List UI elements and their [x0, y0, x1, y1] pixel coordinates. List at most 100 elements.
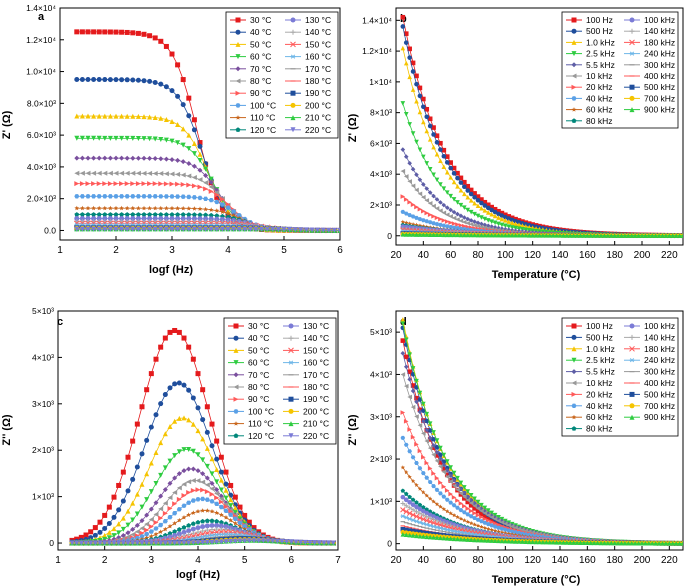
- data-point: [208, 188, 214, 194]
- data-point: [102, 205, 108, 211]
- data-point: [407, 160, 412, 166]
- legend-label: 20 kHz: [586, 82, 612, 92]
- data-point: [475, 194, 481, 199]
- data-point: [270, 226, 276, 232]
- data-point: [107, 170, 113, 176]
- data-point: [191, 174, 197, 180]
- data-point: [141, 155, 147, 161]
- data-point: [298, 539, 304, 545]
- data-point: [204, 482, 210, 488]
- data-point: [424, 507, 429, 512]
- data-point: [214, 213, 220, 218]
- data-point: [176, 380, 182, 386]
- data-point: [451, 503, 457, 508]
- data-point: [444, 205, 450, 210]
- data-point: [260, 538, 266, 544]
- data-point: [468, 191, 474, 197]
- y-tick-label: 4×10³: [32, 352, 54, 362]
- legend-marker: [235, 115, 241, 120]
- data-point: [574, 233, 580, 238]
- x-tick-label: 80: [472, 555, 484, 566]
- data-point: [102, 526, 108, 532]
- data-point: [410, 202, 416, 208]
- data-point: [468, 514, 474, 519]
- data-point: [438, 480, 443, 485]
- data-point: [106, 535, 112, 541]
- data-point: [167, 329, 173, 335]
- data-point: [169, 157, 175, 163]
- data-point: [407, 179, 412, 184]
- data-point: [158, 344, 164, 350]
- legend-marker: [629, 84, 635, 90]
- data-point: [407, 505, 412, 511]
- data-point: [119, 135, 125, 141]
- panel-b: b Temperature (°C) Z' (Ω) 20406080100120…: [347, 7, 684, 281]
- data-point: [181, 533, 187, 539]
- data-point: [85, 155, 91, 161]
- data-point: [209, 480, 215, 486]
- data-point: [186, 528, 192, 534]
- legend-label: 170 °C: [303, 370, 329, 380]
- data-point: [195, 529, 201, 535]
- data-point: [79, 181, 85, 187]
- data-point: [492, 524, 498, 529]
- legend-marker: [233, 335, 239, 341]
- data-point: [444, 488, 450, 493]
- data-point: [403, 40, 409, 45]
- data-point: [417, 466, 423, 471]
- series-group: [69, 327, 337, 546]
- data-point: [444, 472, 450, 478]
- data-point: [96, 113, 102, 119]
- data-point: [585, 233, 590, 238]
- data-point: [124, 155, 130, 161]
- legend-label: 80 kHz: [586, 116, 612, 126]
- data-point: [111, 526, 117, 532]
- data-point: [144, 532, 150, 537]
- data-point: [97, 540, 103, 546]
- data-point: [465, 220, 471, 226]
- data-point: [135, 30, 141, 36]
- data-point: [158, 522, 164, 528]
- data-point: [448, 491, 453, 497]
- data-point: [479, 221, 484, 227]
- data-point: [169, 181, 175, 187]
- data-point: [135, 216, 141, 222]
- data-point: [91, 205, 96, 211]
- y-tick-label: 1.2×10⁴: [362, 46, 392, 56]
- data-point: [164, 205, 169, 211]
- data-point: [663, 233, 669, 238]
- data-point: [434, 177, 440, 183]
- data-point: [632, 233, 638, 238]
- data-point: [172, 418, 178, 424]
- data-point: [186, 146, 192, 152]
- data-point: [407, 427, 412, 432]
- data-point: [139, 534, 145, 539]
- data-point: [421, 96, 426, 102]
- data-point: [116, 530, 122, 536]
- data-point: [482, 208, 488, 213]
- data-point: [130, 77, 136, 83]
- data-point: [79, 226, 85, 232]
- legend-label: 90 °C: [248, 394, 269, 404]
- data-point: [125, 488, 131, 494]
- y-tick-label: 0: [49, 538, 54, 548]
- data-point: [673, 233, 679, 238]
- data-point: [158, 171, 164, 177]
- data-point: [434, 458, 440, 464]
- data-point: [472, 211, 477, 217]
- data-point: [191, 141, 197, 147]
- data-point: [219, 196, 225, 202]
- data-point: [208, 197, 214, 203]
- data-point: [479, 200, 484, 206]
- legend-label: 210 °C: [305, 113, 331, 123]
- data-point: [141, 136, 147, 142]
- data-point: [186, 344, 192, 350]
- data-point: [489, 519, 494, 525]
- data-point: [444, 468, 450, 473]
- data-point: [441, 506, 447, 511]
- data-point: [223, 532, 229, 537]
- data-point: [615, 233, 621, 238]
- data-point: [421, 418, 426, 424]
- data-point: [438, 445, 443, 451]
- legend-label: 80 °C: [248, 382, 269, 392]
